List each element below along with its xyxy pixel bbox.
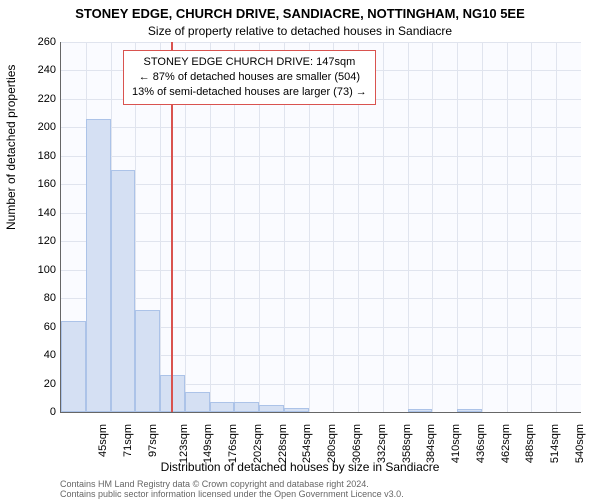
annotation-line3: 13% of semi-detached houses are larger (… [132, 85, 367, 100]
y-tick-label: 20 [16, 378, 56, 390]
x-tick-label: 540sqm [574, 424, 586, 463]
gridline-h [61, 184, 581, 185]
x-tick-label: 228sqm [277, 424, 289, 463]
y-tick-label: 40 [16, 349, 56, 361]
histogram-bar [284, 408, 309, 412]
annotation-line2: ← 87% of detached houses are smaller (50… [132, 70, 367, 85]
gridline-v [556, 42, 557, 412]
y-tick-label: 180 [16, 150, 56, 162]
x-tick-label: 280sqm [326, 424, 338, 463]
x-tick-label: 462sqm [500, 424, 512, 463]
histogram-bar [86, 119, 111, 412]
footer-line2: Contains public sector information licen… [60, 489, 404, 499]
annotation-line1: STONEY EDGE CHURCH DRIVE: 147sqm [132, 55, 367, 70]
x-tick-label: 71sqm [122, 424, 134, 457]
y-axis-label: Number of detached properties [4, 65, 18, 230]
gridline-h [61, 42, 581, 43]
x-tick-label: 176sqm [227, 424, 239, 463]
histogram-bar [61, 321, 86, 412]
y-tick-label: 240 [16, 64, 56, 76]
y-tick-label: 160 [16, 178, 56, 190]
chart-title-line2: Size of property relative to detached ho… [0, 24, 600, 38]
histogram-bar [457, 409, 482, 412]
x-tick-label: 45sqm [97, 424, 109, 457]
gridline-h [61, 156, 581, 157]
histogram-bar [185, 392, 210, 412]
y-tick-label: 260 [16, 36, 56, 48]
chart-container: STONEY EDGE, CHURCH DRIVE, SANDIACRE, NO… [0, 0, 600, 500]
x-tick-label: 410sqm [450, 424, 462, 463]
x-tick-label: 306sqm [351, 424, 363, 463]
gridline-h [61, 241, 581, 242]
plot-area: STONEY EDGE CHURCH DRIVE: 147sqm← 87% of… [60, 42, 581, 413]
x-tick-label: 149sqm [203, 424, 215, 463]
x-tick-label: 332sqm [376, 424, 388, 463]
x-tick-label: 436sqm [475, 424, 487, 463]
y-tick-label: 0 [16, 406, 56, 418]
x-tick-label: 358sqm [401, 424, 413, 463]
histogram-bar [135, 310, 160, 412]
gridline-v [383, 42, 384, 412]
x-tick-label: 202sqm [252, 424, 264, 463]
gridline-v [531, 42, 532, 412]
gridline-h [61, 213, 581, 214]
histogram-bar [259, 405, 284, 412]
x-tick-label: 384sqm [425, 424, 437, 463]
footer-attribution: Contains HM Land Registry data © Crown c… [60, 479, 404, 500]
gridline-h [61, 127, 581, 128]
annotation-box: STONEY EDGE CHURCH DRIVE: 147sqm← 87% of… [123, 50, 376, 105]
y-tick-label: 200 [16, 121, 56, 133]
x-tick-label: 488sqm [524, 424, 536, 463]
gridline-h [61, 270, 581, 271]
x-tick-label: 123sqm [178, 424, 190, 463]
y-tick-label: 140 [16, 207, 56, 219]
x-tick-label: 254sqm [302, 424, 314, 463]
y-tick-label: 60 [16, 321, 56, 333]
gridline-v [482, 42, 483, 412]
gridline-h [61, 298, 581, 299]
gridline-v [457, 42, 458, 412]
footer-line1: Contains HM Land Registry data © Crown c… [60, 479, 404, 489]
histogram-bar [210, 402, 235, 412]
y-tick-label: 220 [16, 93, 56, 105]
histogram-bar [408, 409, 433, 412]
gridline-v [507, 42, 508, 412]
histogram-bar [111, 170, 136, 412]
x-tick-label: 97sqm [147, 424, 159, 457]
y-tick-label: 100 [16, 264, 56, 276]
gridline-v [408, 42, 409, 412]
y-tick-label: 120 [16, 235, 56, 247]
y-tick-label: 80 [16, 292, 56, 304]
x-tick-label: 514sqm [549, 424, 561, 463]
chart-title-line1: STONEY EDGE, CHURCH DRIVE, SANDIACRE, NO… [0, 6, 600, 21]
gridline-v [432, 42, 433, 412]
histogram-bar [234, 402, 259, 412]
